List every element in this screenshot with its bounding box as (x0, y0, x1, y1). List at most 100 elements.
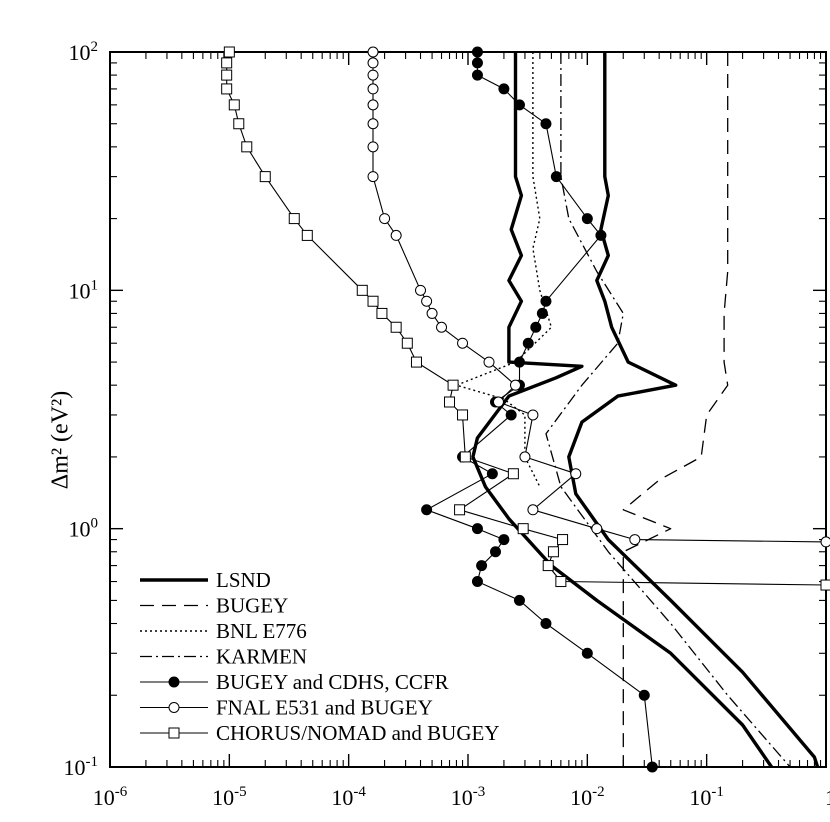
data-point (390, 321, 402, 333)
data-point (527, 504, 539, 516)
data-point (459, 451, 471, 463)
data-point (390, 229, 402, 241)
data-point (259, 171, 271, 183)
data-point (436, 321, 448, 333)
data-point (581, 213, 593, 225)
data-point (379, 213, 391, 225)
legend-entry: BNL E776 (140, 619, 307, 643)
x-tick-label: 10-1 (689, 784, 724, 810)
data-point (367, 99, 379, 111)
axis-ticks (109, 51, 827, 768)
data-point (476, 560, 488, 572)
data-point (542, 560, 554, 572)
data-point (471, 69, 483, 81)
y-axis-label: Δm² (eV²) (47, 390, 74, 490)
series-1 (567, 52, 820, 768)
series-5 (421, 46, 658, 773)
data-point (221, 57, 233, 69)
legend-label: LSND (216, 568, 271, 592)
data-point (555, 576, 567, 588)
data-point (367, 118, 379, 130)
data-point (486, 468, 498, 480)
data-point (301, 229, 313, 241)
data-point (540, 618, 552, 630)
series-line (622, 52, 729, 767)
data-point (595, 229, 607, 241)
tick-labels: 10-6 10-5 10-4 10-3 10-2 10-1 10 10-1 100 101 102 (64, 39, 830, 810)
data-point (498, 83, 510, 95)
data-point (367, 141, 379, 153)
data-point (421, 295, 433, 307)
data-point (401, 337, 413, 349)
legend-label: KARMEN (216, 645, 307, 669)
data-point (557, 534, 569, 546)
data-point (513, 356, 525, 368)
data-point (570, 468, 582, 480)
data-point (457, 409, 469, 421)
legend-entry: KARMEN (140, 645, 307, 669)
series-4 (545, 52, 791, 768)
legend-marker (168, 702, 180, 713)
data-point (367, 69, 379, 81)
y-tick-label: 100 (69, 516, 99, 542)
legend-marker (168, 676, 180, 688)
x-tick-label: 10-4 (331, 784, 366, 810)
data-point (221, 69, 233, 81)
x-tick-label: 10 (825, 785, 830, 810)
data-point (540, 118, 552, 130)
series-3 (455, 52, 553, 488)
data-point (547, 546, 559, 558)
legend-label: CHORUS/NOMAD and BUGEY (216, 721, 500, 745)
data-point (513, 594, 525, 606)
legend-label: FNAL E531 and BUGEY (216, 696, 433, 720)
data-point (241, 141, 253, 153)
data-point (509, 379, 521, 391)
data-point (471, 57, 483, 69)
data-point (519, 451, 531, 463)
data-point (367, 83, 379, 95)
data-point (471, 46, 483, 58)
data-point (367, 46, 379, 58)
legend-entry: LSND (140, 568, 271, 592)
series-0 (471, 52, 773, 768)
data-point (421, 504, 433, 516)
legend-entry: CHORUS/NOMAD and BUGEY (140, 721, 500, 745)
series-layer (221, 46, 830, 773)
data-point (591, 523, 603, 535)
data-point (233, 118, 245, 130)
data-point (367, 171, 379, 183)
data-point (483, 356, 495, 368)
legend-label: BUGEY and CDHS, CCFR (216, 670, 449, 694)
x-tick-label: 10-2 (570, 784, 605, 810)
data-point (530, 321, 542, 333)
y-tick-label: 10-1 (64, 754, 99, 780)
data-point (498, 534, 510, 546)
data-point (522, 337, 534, 349)
legend-label: BNL E776 (216, 619, 307, 643)
data-point (410, 356, 422, 368)
data-point (415, 284, 427, 296)
data-point (376, 307, 388, 319)
data-point (527, 409, 539, 421)
series-line (455, 52, 553, 488)
x-tick-label: 10-3 (451, 784, 486, 810)
series-line (567, 52, 820, 768)
legend-entry: BUGEY and CDHS, CCFR (140, 670, 449, 694)
series-7 (221, 46, 830, 591)
y-tick-label: 102 (69, 39, 99, 65)
data-point (517, 523, 529, 535)
data-point (550, 171, 562, 183)
data-point (629, 534, 641, 546)
data-point (490, 546, 502, 558)
data-point (492, 396, 504, 408)
data-point (646, 761, 658, 773)
data-point (540, 295, 552, 307)
data-point (581, 647, 593, 659)
data-point (367, 295, 379, 307)
series-line (226, 51, 827, 586)
data-point (444, 396, 456, 408)
data-point (356, 284, 368, 296)
data-point (820, 579, 830, 591)
